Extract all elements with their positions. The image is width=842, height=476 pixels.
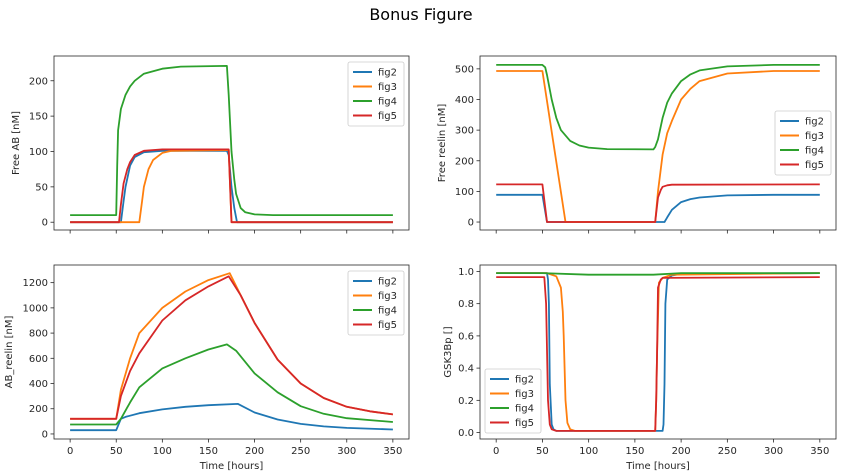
series-line-fig2 xyxy=(70,149,393,224)
legend-label-fig2: fig2 xyxy=(515,375,534,386)
legend-label-fig4: fig4 xyxy=(378,97,397,108)
y-tick-label: 0 xyxy=(42,218,48,229)
legend: fig2 fig3 fig4 fig5 xyxy=(347,270,405,336)
legend-label-fig5: fig5 xyxy=(378,320,397,331)
axes-frame xyxy=(53,55,410,231)
y-tick-label: 150 xyxy=(29,112,48,123)
y-tick-label: 1.0 xyxy=(458,267,474,278)
legend-label-fig5: fig5 xyxy=(515,418,534,429)
subplot-1: 0 50 100 150 200 Free AB [nM] fig2 fig3 fig4 fig5 xyxy=(11,55,410,234)
y-tick-label: 100 xyxy=(29,147,48,158)
y-tick-label: 200 xyxy=(29,76,48,87)
y-axis-label: GSK3Bp [] xyxy=(443,326,454,377)
y-tick-label: 800 xyxy=(29,329,48,340)
legend-label-fig3: fig3 xyxy=(378,82,397,93)
x-tick-label: 150 xyxy=(199,446,218,457)
legend-box xyxy=(484,368,542,434)
y-tick-label: 400 xyxy=(29,379,48,390)
y-tick-label: 0.8 xyxy=(458,299,474,310)
axes-frame xyxy=(53,264,410,440)
legend: fig2 fig3 fig4 fig5 xyxy=(774,110,832,176)
series-line-fig2 xyxy=(70,402,393,432)
legend: fig2 fig3 fig4 fig5 xyxy=(347,61,405,127)
legend-label-fig4: fig4 xyxy=(378,306,397,317)
y-tick-label: 1000 xyxy=(23,303,48,314)
y-axis-label: Free reelin [nM] xyxy=(437,104,448,183)
subplot-2: 0 100 200 300 400 500 Free reelin [nM] fig2 fig3… xyxy=(437,55,837,234)
x-axis-label: Time [hours] xyxy=(625,461,690,472)
x-tick-label: 0 xyxy=(493,446,499,457)
y-tick-label: 0 xyxy=(42,429,48,440)
y-tick-label: 400 xyxy=(455,95,474,106)
y-tick-label: 600 xyxy=(29,354,48,365)
series-line-fig4 xyxy=(70,343,393,426)
series-line-fig4 xyxy=(496,272,820,276)
axes-frame xyxy=(479,264,837,440)
x-tick-label: 350 xyxy=(383,446,402,457)
legend-label-fig5: fig5 xyxy=(378,111,397,122)
x-tick-label: 50 xyxy=(110,446,123,457)
legend-label-fig2: fig2 xyxy=(805,117,824,128)
y-tick-label: 0 xyxy=(468,218,474,229)
y-tick-label: 100 xyxy=(455,187,474,198)
legend-label-fig3: fig3 xyxy=(515,389,534,400)
x-axis-label: Time [hours] xyxy=(199,461,264,472)
axes-frame xyxy=(479,55,837,231)
legend-box xyxy=(774,110,832,176)
y-tick-label: 1200 xyxy=(23,278,48,289)
series-line-fig5 xyxy=(496,276,820,432)
x-tick-label: 200 xyxy=(245,446,264,457)
x-tick-label: 250 xyxy=(291,446,310,457)
x-tick-label: 50 xyxy=(536,446,549,457)
legend-label-fig5: fig5 xyxy=(805,160,824,171)
x-tick-label: 100 xyxy=(153,446,172,457)
x-tick-label: 300 xyxy=(764,446,783,457)
x-tick-label: 350 xyxy=(810,446,829,457)
series-line-fig5 xyxy=(496,183,820,223)
x-tick-label: 150 xyxy=(625,446,644,457)
y-tick-label: 0.4 xyxy=(458,364,474,375)
x-tick-label: 100 xyxy=(579,446,598,457)
legend-label-fig2: fig2 xyxy=(378,68,397,79)
series-line-fig5 xyxy=(70,275,394,420)
y-tick-label: 0.0 xyxy=(458,428,474,439)
legend-box xyxy=(347,270,405,336)
x-tick-label: 0 xyxy=(67,446,73,457)
subplot-3: 0 50 100 150 200 250 300 350 0 200 400 600 800 1000 12… xyxy=(4,264,410,472)
y-axis-label: AB_reelin [nM] xyxy=(4,316,15,389)
legend-label-fig3: fig3 xyxy=(805,131,824,142)
legend-box xyxy=(347,61,405,127)
x-tick-label: 250 xyxy=(718,446,737,457)
series-line-fig3 xyxy=(70,272,394,420)
x-tick-label: 200 xyxy=(672,446,691,457)
legend: fig2 fig3 fig4 fig5 xyxy=(484,368,542,434)
legend-label-fig2: fig2 xyxy=(378,277,397,288)
y-tick-label: 50 xyxy=(35,182,48,193)
legend-label-fig4: fig4 xyxy=(805,146,824,157)
series-line-fig4 xyxy=(496,64,820,151)
legend-label-fig3: fig3 xyxy=(378,291,397,302)
legend-label-fig4: fig4 xyxy=(515,404,534,415)
y-tick-label: 0.2 xyxy=(458,396,474,407)
y-tick-label: 500 xyxy=(455,64,474,75)
y-tick-label: 200 xyxy=(455,156,474,167)
series-line-fig4 xyxy=(70,65,393,217)
y-tick-label: 200 xyxy=(29,404,48,415)
y-axis-label: Free AB [nM] xyxy=(11,111,22,175)
figure-title: Bonus Figure xyxy=(369,5,472,24)
y-tick-label: 300 xyxy=(455,126,474,137)
series-line-fig5 xyxy=(70,148,393,224)
x-tick-label: 300 xyxy=(337,446,356,457)
y-tick-label: 0.6 xyxy=(458,331,474,342)
subplot-4: 0 50 100 150 200 250 300 350 0.0 0.2 0.4 0.6 0.8 1.0 G… xyxy=(443,264,837,472)
